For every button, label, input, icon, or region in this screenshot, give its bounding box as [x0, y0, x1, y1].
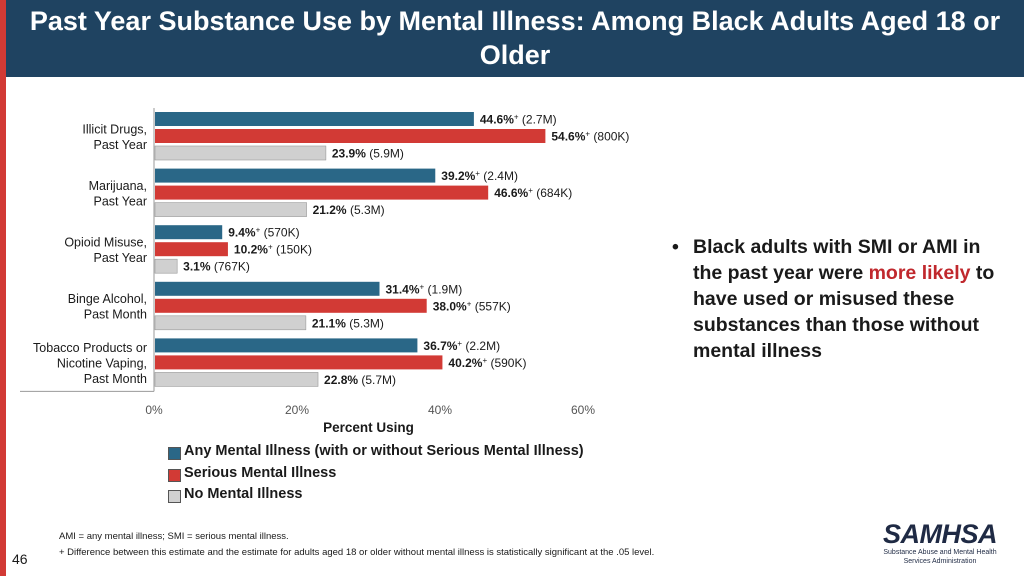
data-label: 44.6%+ (2.7M)	[480, 113, 557, 127]
bar	[155, 112, 474, 126]
category-label: Marijuana,	[89, 179, 147, 193]
bar	[155, 338, 418, 353]
category-label: Illicit Drugs,	[82, 122, 147, 136]
category-label: Past Year	[93, 251, 147, 265]
title-banner: Past Year Substance Use by Mental Illnes…	[6, 0, 1024, 77]
data-label: 46.6%+ (684K)	[494, 186, 572, 200]
bar	[154, 315, 307, 331]
legend-swatch-no-mi	[168, 490, 181, 503]
x-axis-title: Percent Using	[323, 420, 414, 435]
x-tick-label: 60%	[571, 403, 595, 417]
bar	[155, 242, 228, 257]
data-label: 40.2%+ (590K)	[448, 356, 526, 370]
logo-wordmark: SAMHSA	[882, 519, 998, 549]
page-number: 46	[12, 551, 28, 567]
x-tick-label: 20%	[285, 403, 309, 417]
category-label: Past Year	[93, 138, 147, 152]
bar	[155, 225, 223, 240]
footnote-abbreviations: AMI = any mental illness; SMI = serious …	[59, 531, 289, 542]
data-label: 3.1% (767K)	[183, 260, 250, 274]
bar	[155, 129, 546, 143]
data-label: 38.0%+ (557K)	[433, 299, 511, 313]
category-label: Tobacco Products or	[33, 341, 147, 355]
bar	[154, 145, 327, 161]
legend-swatch-ami	[168, 447, 181, 460]
legend-swatch-smi	[168, 468, 181, 482]
bullet-text: Black adults with SMI or AMI in the past…	[672, 234, 1002, 364]
footnote-significance: + Difference between this estimate and t…	[59, 547, 655, 558]
bar	[154, 202, 307, 217]
bar	[155, 168, 436, 183]
left-accent-bar	[0, 0, 6, 576]
slide-title: Past Year Substance Use by Mental Illnes…	[29, 6, 1001, 70]
data-label: 10.2%+ (150K)	[234, 243, 312, 257]
category-label: Nicotine Vaping,	[57, 356, 147, 370]
legend-label-no-mi: No Mental Illness	[184, 486, 303, 502]
category-label: Past Month	[84, 372, 147, 386]
category-label: Past Month	[84, 308, 147, 322]
bar	[154, 258, 178, 274]
data-label: 54.6%+ (800K)	[551, 130, 629, 144]
bar	[155, 281, 380, 296]
bullet-text-start: Black adults with SMI or AMI in the past…	[693, 236, 981, 284]
data-label: 22.8% (5.7M)	[324, 373, 396, 387]
bar	[154, 372, 319, 387]
x-tick-label: 40%	[428, 403, 452, 417]
bar	[155, 185, 489, 200]
bullet-text-end: to have used or misused these substances…	[693, 262, 995, 362]
legend-label-ami: Any Mental Illness (with or without Seri…	[184, 443, 584, 459]
data-label: 21.2% (5.3M)	[313, 203, 385, 217]
bullet-emphasis: more likely	[868, 262, 971, 284]
bar-chart: Illicit Drugs, Past Year 44.6%+ (2.7M) 54.6…	[20, 108, 629, 435]
category-label: Past Year	[93, 194, 147, 208]
data-label: 39.2%+ (2.4M)	[441, 169, 518, 183]
bar	[155, 355, 443, 370]
data-label: 21.1% (5.3M)	[312, 316, 384, 330]
x-tick-label: 0%	[145, 403, 163, 417]
category-label: Opioid Misuse,	[64, 235, 147, 249]
key-finding-bullet: • Black adults with SMI or AMI in the pa…	[672, 234, 1002, 364]
data-label: 9.4%+ (570K)	[228, 226, 299, 240]
data-label: 36.7%+ (2.2M)	[423, 339, 500, 353]
bar	[155, 298, 427, 313]
legend-label-smi: Serious Mental Illness	[184, 464, 337, 481]
samhsa-logo: SAMHSA Substance Abuse and Mental Health…	[876, 520, 1004, 566]
data-label: 31.4%+ (1.9M)	[386, 282, 463, 296]
data-label: 23.9% (5.9M)	[332, 147, 404, 161]
bullet-dot: •	[672, 236, 679, 258]
category-label: Binge Alcohol,	[68, 292, 147, 306]
logo-subtitle: Substance Abuse and Mental Health Servic…	[883, 549, 997, 565]
